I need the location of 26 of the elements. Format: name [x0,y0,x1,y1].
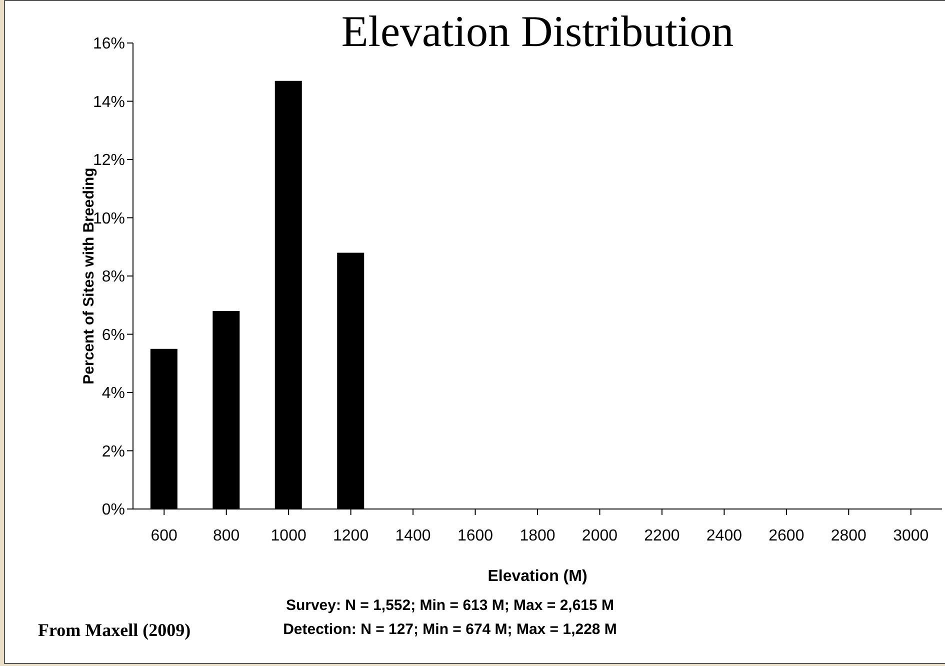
x-axis-title: Elevation (M) [486,568,588,586]
y-tick-label: 16% [92,36,125,53]
text: Survey: N = 1,552; Min = 613 M; Max = 2,615 M [284,597,616,614]
y-tick-label: 14% [92,94,125,111]
y-tick-label: 2% [102,443,125,460]
x-tick-label: 1600 [457,527,494,544]
y-tick-label: 12% [92,152,125,170]
y-tick-label: 4% [102,385,125,402]
text: Detection: N = 127; Min = 674 M; Max = 1,228 M [282,621,618,638]
chart-title: Elevation Distribution [340,7,735,56]
y-tick-label: 6% [102,326,125,344]
x-tick-label: 1000 [270,527,306,544]
x-tick-label: 1400 [395,527,431,544]
x-tick-label: 1200 [333,527,369,544]
x-tick-label: 1800 [520,527,556,544]
x-tick-label: 2000 [582,527,618,544]
x-tick-label: 800 [212,527,240,544]
y-tick-label: 0% [102,502,125,519]
x-tick-label: 3000 [893,527,929,544]
text: From Maxell (2009) [38,620,191,641]
x-tick-label: 600 [150,527,178,544]
x-tick-label: 2600 [768,527,804,544]
x-tick-label: 2200 [644,527,680,544]
x-tick-label: 2400 [706,527,742,544]
x-tick-label: 2800 [830,527,867,544]
y-tick-label: 8% [102,268,125,286]
